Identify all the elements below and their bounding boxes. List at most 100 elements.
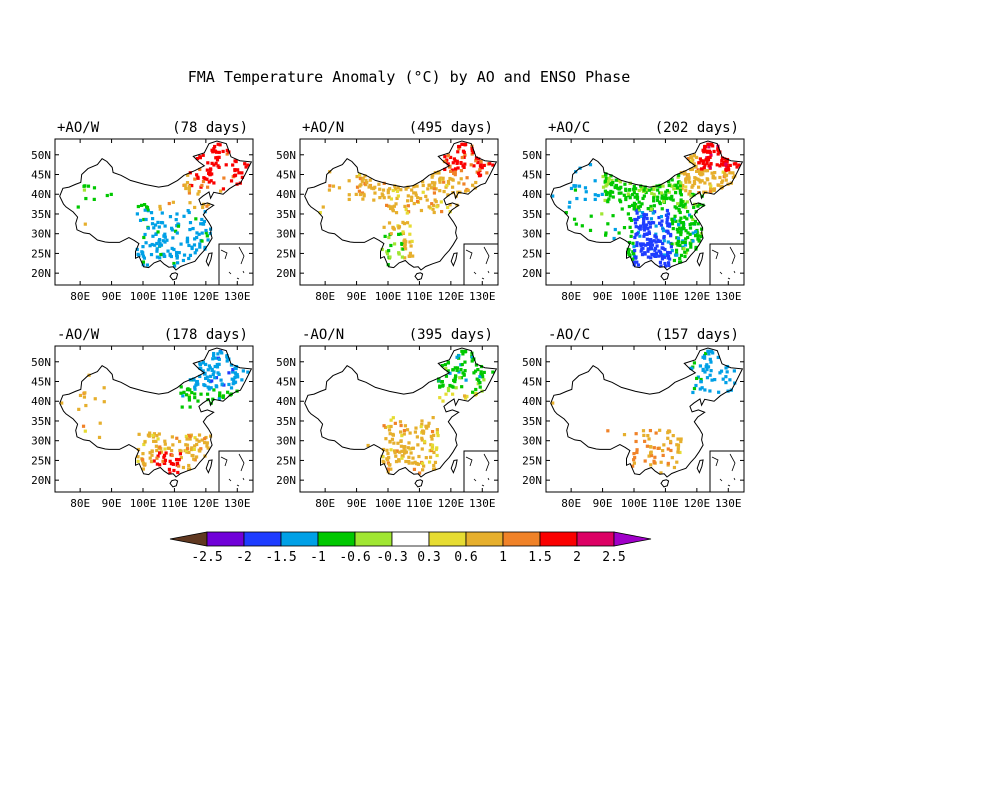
station-dot xyxy=(699,227,704,231)
station-dot xyxy=(146,226,150,230)
station-dot xyxy=(446,205,450,210)
station-dot xyxy=(92,186,97,190)
station-dot xyxy=(641,242,645,246)
station-dot xyxy=(704,149,708,153)
station-dot xyxy=(231,370,235,374)
station-dot xyxy=(684,180,688,184)
station-dot xyxy=(387,428,392,432)
station-dot xyxy=(596,193,600,198)
station-dot xyxy=(686,209,690,214)
station-dot xyxy=(666,212,671,216)
station-dot xyxy=(197,232,201,236)
station-dot xyxy=(382,424,386,428)
station-dot xyxy=(422,464,426,468)
station-dot xyxy=(655,244,659,248)
station-dot xyxy=(378,196,382,200)
station-dot xyxy=(677,207,681,211)
station-dot xyxy=(702,190,706,194)
station-dot xyxy=(193,396,197,400)
station-dot xyxy=(641,429,646,433)
station-dot xyxy=(465,394,469,399)
station-dot xyxy=(185,388,190,392)
station-dot xyxy=(209,179,213,183)
station-dot xyxy=(152,226,156,230)
station-dot xyxy=(652,254,656,258)
station-dot xyxy=(206,385,210,389)
station-dot xyxy=(386,191,390,195)
station-dot xyxy=(678,260,683,264)
station-dot xyxy=(666,254,671,259)
colorbar-label: -2 xyxy=(236,550,252,565)
station-dot xyxy=(199,185,203,189)
station-dot xyxy=(680,200,684,204)
station-dot xyxy=(202,219,207,224)
station-dot xyxy=(705,367,709,372)
panel-label: -AO/C xyxy=(548,327,590,343)
station-dot xyxy=(156,230,160,234)
station-dot xyxy=(155,462,160,466)
station-dot xyxy=(197,439,201,443)
station-dot xyxy=(666,215,670,220)
station-dot xyxy=(691,183,695,188)
station-dot xyxy=(451,368,455,372)
station-dot xyxy=(667,190,671,194)
station-dot xyxy=(149,459,154,464)
station-dot xyxy=(194,383,198,387)
station-dot xyxy=(172,264,177,268)
station-dot xyxy=(703,388,707,392)
station-dot xyxy=(171,236,175,240)
station-dot xyxy=(471,357,475,362)
station-dot xyxy=(361,197,365,201)
station-dot xyxy=(438,385,442,389)
station-dot xyxy=(683,215,687,219)
station-dot xyxy=(661,229,666,233)
station-dot xyxy=(649,204,653,209)
station-dot xyxy=(724,366,728,370)
station-dot xyxy=(601,185,606,189)
station-dot xyxy=(668,257,672,261)
station-dot xyxy=(231,367,235,372)
station-dot xyxy=(221,149,225,154)
station-dot xyxy=(162,453,167,458)
colorbar-extend-high xyxy=(613,531,652,547)
station-dot xyxy=(444,374,449,378)
station-dot xyxy=(439,200,443,204)
station-dot xyxy=(382,460,386,465)
station-dot xyxy=(150,453,154,457)
station-dot xyxy=(429,434,433,439)
station-dot xyxy=(670,242,674,246)
station-dot xyxy=(415,199,420,204)
station-dot xyxy=(647,220,651,225)
station-dot xyxy=(168,471,172,475)
station-dot xyxy=(150,242,154,247)
station-dot xyxy=(448,383,452,388)
station-dot xyxy=(703,144,707,149)
station-dot xyxy=(692,205,696,210)
station-dot xyxy=(200,438,204,442)
station-dot xyxy=(728,378,732,382)
station-dot xyxy=(211,372,215,377)
station-dot xyxy=(86,184,91,188)
station-dot xyxy=(184,448,188,452)
station-dot xyxy=(654,224,658,228)
station-dot xyxy=(389,467,393,471)
station-dot xyxy=(155,255,160,259)
station-dot xyxy=(613,227,617,232)
station-dot xyxy=(408,251,413,255)
station-dot xyxy=(612,236,616,241)
station-dot xyxy=(166,249,170,253)
station-dot xyxy=(448,176,452,181)
station-dot xyxy=(136,455,140,459)
station-dot xyxy=(667,183,671,188)
station-dot xyxy=(400,433,404,438)
lat-tick-label: 30N xyxy=(276,228,296,241)
station-dot xyxy=(491,370,495,374)
station-dot xyxy=(443,363,447,367)
station-dot xyxy=(666,229,670,233)
station-dot xyxy=(383,425,388,429)
station-dot xyxy=(696,234,700,238)
station-dot xyxy=(684,185,688,189)
station-dot xyxy=(207,171,211,176)
station-dot xyxy=(689,159,693,163)
